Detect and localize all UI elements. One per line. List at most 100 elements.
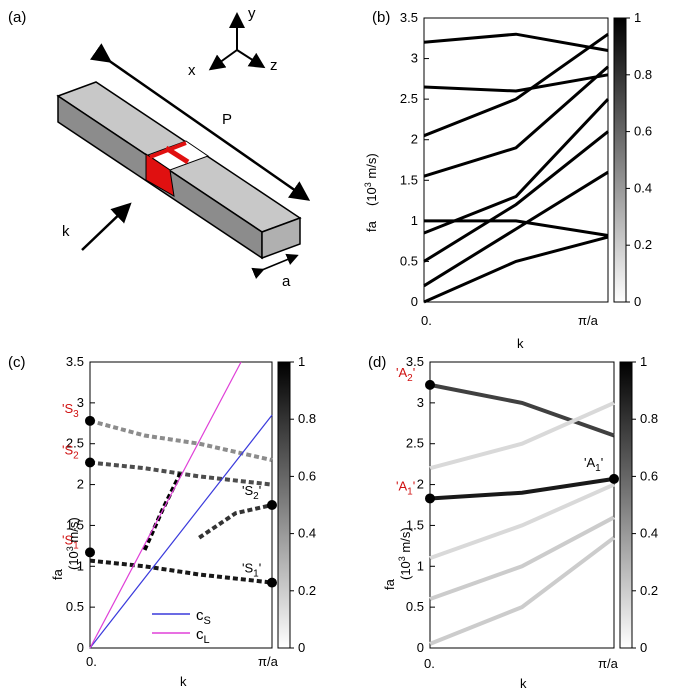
panel-c-xtick-0: 0. (86, 654, 97, 669)
panel-d-ytick-label: 0 (417, 640, 424, 655)
panel-b-label: (b) (372, 9, 390, 26)
panel-d-branch (429, 536, 616, 646)
panel-b-yunit: (103 m/s) (363, 153, 379, 206)
panel-d-ytick-label: 3.5 (406, 354, 424, 369)
panel-d-yunit: (103 m/s) (397, 527, 413, 580)
panel-b-xtick-1: π/a (578, 313, 599, 328)
panel-b-colorbar-tick-label: 0 (634, 294, 641, 309)
panel-c: (c) 0 0.5 1 1.5 2 2.5 3 3.5 'S3 'S2 'S1 'S2' 'S1' fa… (8, 354, 316, 689)
panel-c-colorbar-tick-label: 0.2 (298, 583, 316, 598)
panel-d-left-point (425, 379, 435, 390)
panel-c-left-point-label: 'S1 (62, 532, 79, 551)
panel-c-ytick-label: 2.5 (66, 436, 84, 451)
panel-c-left-point (85, 547, 95, 558)
panel-b-frame (423, 17, 609, 303)
panel-b-ytick-label: 2.5 (400, 91, 418, 106)
panel-c-right-point-label: 'S1' (242, 561, 261, 580)
panel-b-colorbar-tick-label: 0.6 (634, 124, 652, 139)
panel-c-xtick-1: π/a (258, 654, 279, 669)
panel-c-ytick-label: 0 (77, 640, 84, 655)
panel-c-sound-line (89, 414, 273, 649)
panel-b-ytick-label: 1.5 (400, 172, 418, 187)
panel-d-branch (429, 401, 615, 471)
panel-c-xlabel: k (180, 674, 187, 689)
panel-d-ytick-label: 0.5 (406, 599, 424, 614)
panel-b-dispersion-curve (423, 73, 609, 93)
panel-b-ytick-label: 3 (411, 51, 418, 66)
panel-c-colorbar-gradient (277, 361, 291, 649)
panel-d-colorbar-tick-label: 0 (640, 640, 647, 655)
panel-b-ytick-label: 2 (411, 132, 418, 147)
panel-d: (d) 0 0.5 1 1.5 2 2.5 3 3.5'A2' 'A1' 'A1' fa (103… (368, 354, 658, 691)
panel-d-ylabel: fa (382, 578, 397, 590)
panel-d-left-point-label: 'A1' (396, 478, 415, 497)
panel-c-ylabel: fa (50, 568, 65, 580)
panel-b-dispersion-curve (423, 235, 609, 304)
panel-d-colorbar-tick-label: 0.8 (640, 411, 658, 426)
panel-b-plot: 0 0.5 1 1.5 2 2.5 3 3.5 (400, 10, 610, 309)
axis-triad: y x z (188, 5, 278, 79)
panel-d-ytick-label: 2 (417, 477, 424, 492)
wavevector-label: k (62, 223, 70, 240)
panel-c-ytick-label: 0.5 (66, 599, 84, 614)
panel-c-right-point-label: 'S2' (242, 483, 261, 502)
panel-c-yunit: (103 m/s) (65, 517, 81, 570)
panel-c-colorbar-tick-label: 1 (298, 354, 305, 369)
legend-cl-label: cL (196, 626, 210, 646)
panel-d-colorbar: 0 0.2 0.4 0.6 0.8 1 (619, 354, 658, 655)
panel-c-branch (89, 460, 273, 487)
panel-c-branch (198, 503, 273, 540)
lattice-arrow (251, 253, 299, 279)
panel-b: (b) 0 0.5 1 1.5 2 2.5 3 3.5 fa (103 m/s) k 0. π… (363, 9, 652, 351)
panel-d-xtick-0: 0. (424, 656, 435, 671)
panel-d-ytick-label: 3 (417, 395, 424, 410)
panel-d-ytick-label: 2.5 (406, 436, 424, 451)
axis-z-label: z (270, 57, 278, 74)
panel-b-colorbar-gradient (613, 17, 627, 303)
panel-d-left-point (425, 493, 435, 504)
panel-d-right-point (609, 473, 619, 484)
panel-d-colorbar-tick-label: 0.2 (640, 583, 658, 598)
period-arrow (89, 43, 311, 201)
panel-b-ytick-label: 1 (411, 213, 418, 228)
panel-b-colorbar-tick-label: 1 (634, 10, 641, 25)
panel-c-left-point (85, 457, 95, 468)
panel-c-ytick-label: 3 (77, 395, 84, 410)
panel-c-colorbar-tick-label: 0.6 (298, 468, 316, 483)
panel-b-dispersion-curve (423, 170, 609, 288)
panel-c-ytick-label: 1.5 (66, 517, 84, 532)
panel-c-left-point-label: 'S3 (62, 401, 79, 420)
panel-c-right-point (267, 500, 277, 510)
panel-d-xtick-1: π/a (598, 656, 619, 671)
panel-c-plot: 0 0.5 1 1.5 2 2.5 3 3.5 'S3 'S2 'S1 'S2' 'S1' (62, 354, 277, 655)
panel-d-branch (429, 482, 615, 560)
panel-c-label: (c) (8, 354, 26, 371)
panel-d-colorbar-gradient (619, 361, 633, 649)
panel-c-ytick-label: 2 (77, 477, 84, 492)
panel-c-ytick-label: 1 (77, 558, 84, 573)
panel-d-right-point-label: 'A1' (584, 455, 603, 474)
panel-d-colorbar-tick-label: 0.6 (640, 468, 658, 483)
period-label: P (222, 111, 232, 128)
panel-d-branch (429, 476, 615, 501)
panel-a: (a) y x z P k a (8, 5, 311, 290)
panel-d-ytick-label: 1 (417, 558, 424, 573)
panel-b-ytick-label: 3.5 (400, 10, 418, 25)
panel-d-colorbar-tick-label: 0.4 (640, 526, 658, 541)
panel-b-xtick-0: 0. (421, 313, 432, 328)
panel-a-label: (a) (8, 9, 26, 26)
panel-c-colorbar-tick-label: 0 (298, 640, 305, 655)
panel-b-xlabel: k (517, 336, 524, 351)
panel-c-sound-line (89, 361, 242, 649)
panel-d-left-point-label: 'A2' (396, 365, 415, 384)
panel-d-frame (429, 361, 615, 649)
panel-c-left-point (85, 415, 95, 426)
panel-c-left-point-label: 'S2 (62, 443, 79, 462)
panel-b-dispersion-curve (423, 65, 609, 178)
panel-b-colorbar-tick-label: 0.8 (634, 67, 652, 82)
axis-x-label: x (188, 62, 196, 79)
panel-b-dispersion-curve (423, 32, 609, 138)
panel-d-ytick-label: 1.5 (406, 517, 424, 532)
panel-d-label: (d) (368, 354, 386, 371)
